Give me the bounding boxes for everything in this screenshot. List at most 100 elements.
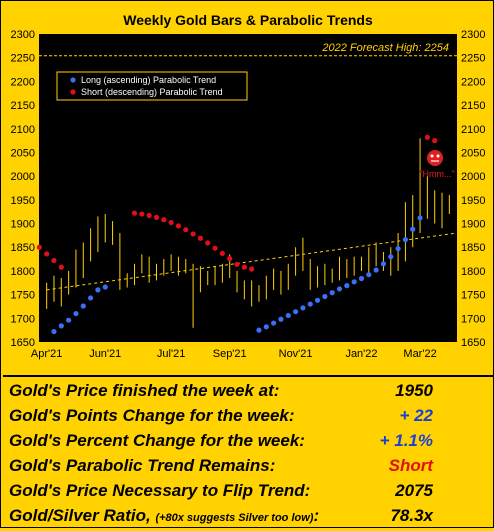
long-trend-dot xyxy=(395,246,401,252)
short-trend-dot xyxy=(131,210,138,216)
stat-label: Gold's Points Change for the week: xyxy=(9,406,295,425)
x-tick-label: Jul'21 xyxy=(157,348,185,360)
chart-title: Weekly Gold Bars & Parabolic Trends xyxy=(123,12,373,28)
short-trend-dot xyxy=(205,240,211,246)
short-trend-dot xyxy=(58,264,64,270)
long-trend-dot xyxy=(351,279,357,285)
stat-suffix: : xyxy=(313,506,320,525)
stat-row: Gold's Price Necessary to Flip Trend: 207… xyxy=(3,478,493,503)
x-tick-label: Sep'21 xyxy=(213,348,247,360)
price-bars xyxy=(46,138,450,328)
y-tick-label-right: 2000 xyxy=(461,171,485,183)
y-tick-label-left: 2200 xyxy=(11,76,35,88)
long-trend-dot xyxy=(80,303,86,309)
short-trend-dot xyxy=(139,211,145,217)
stats-panel: Gold's Price finished the week at: 1950 Go… xyxy=(3,375,493,529)
long-trend-dot xyxy=(66,317,72,323)
y-tick-label-right: 2300 xyxy=(461,29,485,41)
long-trend-dot xyxy=(344,283,350,289)
short-trend-dot xyxy=(432,138,438,144)
long-trend-dot xyxy=(322,293,328,300)
long-trend-dot xyxy=(87,295,94,301)
y-tick-label-right: 2200 xyxy=(461,76,485,88)
legend-short-marker xyxy=(70,89,76,95)
long-trend-dot xyxy=(314,297,321,303)
stat-value: Short xyxy=(388,456,433,475)
short-trend-dot xyxy=(44,251,50,257)
y-tick-label-right: 1850 xyxy=(461,242,485,254)
stat-label: Gold's Price finished the week at: xyxy=(9,381,280,400)
y-tick-label-right: 1750 xyxy=(461,290,485,302)
long-trend-dot xyxy=(410,226,416,232)
x-tick-label: Nov'21 xyxy=(279,348,313,360)
dashed-trendline xyxy=(46,232,457,291)
stat-value: 2075 xyxy=(395,481,433,500)
short-trend-dot xyxy=(241,264,247,270)
x-tick-label: Jan'22 xyxy=(345,348,377,360)
long-trend-dot xyxy=(58,323,64,329)
stat-label: Gold/Silver Ratio, (+80x suggests Silver… xyxy=(9,506,320,525)
short-trend-dot xyxy=(249,266,255,272)
long-trend-dots xyxy=(51,215,423,335)
long-trend-dot xyxy=(373,267,379,273)
short-trend-dot xyxy=(190,231,196,237)
long-trend-dot xyxy=(73,310,79,317)
long-trend-dot xyxy=(285,312,291,319)
long-trend-dot xyxy=(292,309,299,315)
x-tick-label: Mar'22 xyxy=(403,348,436,360)
y-tick-label-right: 1650 xyxy=(461,337,485,349)
x-axis: Apr'21 Jun'21 Jul'21 Sep'21 Nov'21 Jan'22 Mar'… xyxy=(31,348,437,360)
y-tick-label-left: 2300 xyxy=(11,29,35,41)
y-tick-label-left: 2000 xyxy=(11,171,35,183)
y-tick-label-right: 2050 xyxy=(461,147,485,159)
stat-label: Gold's Percent Change for the week: xyxy=(9,431,305,450)
stat-label: Gold's Price Necessary to Flip Trend: xyxy=(9,481,311,500)
short-trend-dot xyxy=(227,256,233,262)
y-tick-label-right: 1950 xyxy=(461,195,485,207)
short-trend-dot xyxy=(175,223,182,229)
y-tick-label-right: 2150 xyxy=(461,100,485,112)
stat-value: + 1.1% xyxy=(379,431,433,450)
short-trend-dot xyxy=(153,214,160,220)
long-trend-dot xyxy=(336,286,343,292)
y-tick-label-left: 1650 xyxy=(11,337,35,349)
short-trend-dot xyxy=(212,245,218,251)
y-tick-label-left: 1900 xyxy=(11,219,35,231)
long-trend-dot xyxy=(307,301,313,307)
y-tick-label-left: 2250 xyxy=(11,53,35,65)
y-tick-label-right: 1900 xyxy=(461,219,485,231)
stat-value: 1950 xyxy=(395,381,433,400)
hmm-face-icon xyxy=(427,150,443,166)
y-axis-right: 1650 1700 1750 1800 1850 1900 1950 2000 2050 2100… xyxy=(461,29,485,349)
legend-box xyxy=(56,71,248,101)
long-trend-dot xyxy=(263,324,269,330)
short-trend-dot xyxy=(183,227,189,233)
short-trend-dot xyxy=(168,219,174,226)
y-tick-label-right: 1800 xyxy=(461,266,485,278)
y-tick-label-left: 2100 xyxy=(11,124,35,136)
y-tick-label-left: 1750 xyxy=(11,290,35,302)
short-trend-dot xyxy=(219,250,225,256)
long-trend-dot xyxy=(417,215,423,221)
chart: Weekly Gold Bars & Parabolic Trends 1650… xyxy=(11,12,486,360)
x-tick-label: Apr'21 xyxy=(31,348,62,360)
legend: Long (ascending) Parabolic Trend Short (… xyxy=(56,71,248,101)
short-trend-dot xyxy=(424,134,430,140)
x-tick-label: Jun'21 xyxy=(89,348,121,360)
long-trend-dot xyxy=(271,320,277,326)
long-trend-dot xyxy=(95,287,101,293)
stat-note: (+80x suggests Silver too low) xyxy=(155,512,314,524)
stat-row: Gold's Price finished the week at: 1950 xyxy=(3,378,493,403)
forecast-high-label: 2022 Forecast High: 2254 xyxy=(321,42,449,54)
stat-label: Gold's Parabolic Trend Remains: xyxy=(9,456,276,475)
short-trend-dot xyxy=(161,217,167,223)
long-trend-dot xyxy=(102,284,108,290)
long-trend-dot xyxy=(366,272,372,278)
y-tick-label-left: 2050 xyxy=(11,147,35,159)
short-trend-dots xyxy=(36,134,438,272)
y-tick-label-left: 1700 xyxy=(11,313,35,325)
long-trend-dot xyxy=(300,305,306,311)
y-tick-label-left: 1850 xyxy=(11,242,35,254)
stat-row: Gold's Parabolic Trend Remains: Short xyxy=(3,453,493,478)
long-trend-dot xyxy=(402,237,409,243)
